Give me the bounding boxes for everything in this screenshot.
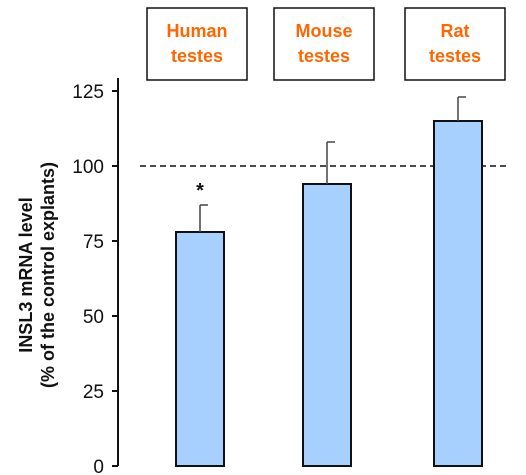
category-box: Human testes (146, 7, 248, 81)
bars: * (175, 96, 483, 467)
y-axis-label: INSL3 mRNA level (% of the control explan… (16, 162, 58, 388)
y-tick-label: 50 (83, 307, 104, 328)
category-labels: Human testes Mouse testes Rat testes (146, 7, 506, 81)
y-tick-label: 0 (93, 457, 104, 475)
category-label: Rat (440, 21, 469, 41)
category-box: Rat testes (404, 7, 506, 81)
category-label: testes (429, 46, 481, 66)
y-axis-title-line-1: INSL3 mRNA level (16, 197, 36, 352)
category-box: Mouse testes (273, 7, 375, 81)
category-label: testes (298, 46, 350, 66)
category-label: Human (166, 21, 227, 41)
category-label: testes (171, 46, 223, 66)
y-tick-label: 75 (83, 232, 104, 253)
category-box-frame (146, 7, 248, 81)
bar (433, 120, 483, 467)
category-label: Mouse (295, 21, 352, 41)
category-box-frame (404, 7, 506, 81)
y-axis-title: INSL3 mRNA level (% of the control explan… (16, 162, 58, 388)
bar (175, 231, 225, 467)
axes: 0 25 50 75 100 125 (72, 78, 119, 475)
y-axis-title-line-2: (% of the control explants) (38, 162, 58, 388)
y-tick-label: 25 (83, 382, 104, 403)
y-tick-label: 100 (72, 157, 104, 178)
y-tick-label: 125 (72, 82, 104, 103)
category-box-frame (273, 7, 375, 81)
bar (302, 183, 352, 467)
significance-marker: * (196, 180, 204, 202)
